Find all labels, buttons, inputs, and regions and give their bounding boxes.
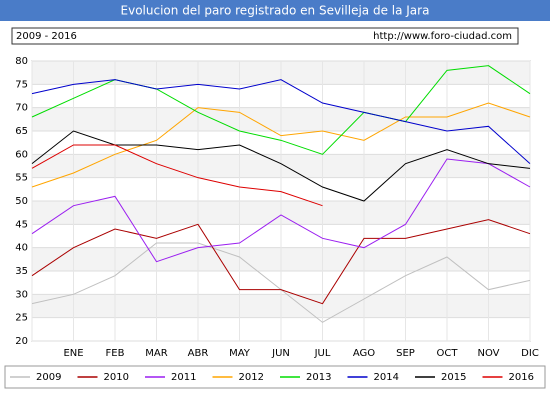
x-tick-label: JUN — [271, 348, 290, 359]
legend-box — [4, 365, 546, 389]
x-tick-label: AGO — [353, 348, 375, 359]
series-line — [31, 158, 531, 263]
source: http://www.foro-ciudad.com — [373, 31, 512, 42]
y-tick-label: 55 — [15, 173, 28, 184]
legend-label: 2014 — [374, 372, 399, 383]
x-tick-label: ENE — [63, 348, 83, 359]
series-line — [31, 102, 531, 188]
y-tick-label: 65 — [15, 126, 28, 137]
legend-label: 2010 — [104, 372, 129, 383]
x-tick-label: DIC — [521, 348, 539, 359]
x-tick-label: SEP — [396, 348, 415, 359]
subtitle: 2009 - 2016 — [16, 31, 77, 42]
series-line — [31, 79, 531, 165]
chart-title: Evolucion del paro registrado en Seville… — [121, 4, 430, 18]
y-tick-label: 50 — [15, 196, 28, 207]
y-tick-label: 45 — [15, 219, 28, 230]
subtitle-box — [11, 27, 519, 45]
y-tick-label: 60 — [15, 149, 28, 160]
series-line — [31, 219, 531, 305]
x-tick-label: MAY — [229, 348, 251, 359]
y-tick-label: 70 — [15, 103, 28, 114]
title-bar — [0, 0, 550, 21]
legend-label: 2016 — [509, 372, 534, 383]
legend-label: 2015 — [441, 372, 466, 383]
x-tick-label: OCT — [437, 348, 459, 359]
x-tick-label: FEB — [106, 348, 125, 359]
y-tick-label: 35 — [15, 266, 28, 277]
x-tick-label: JUL — [314, 348, 331, 359]
y-tick-label: 20 — [15, 336, 28, 347]
y-tick-label: 40 — [15, 243, 28, 254]
y-tick-label: 80 — [15, 56, 28, 67]
legend-label: 2013 — [306, 372, 331, 383]
legend-label: 2012 — [239, 372, 264, 383]
x-tick-label: ABR — [188, 348, 209, 359]
legend-label: 2011 — [171, 372, 196, 383]
x-tick-label: MAR — [145, 348, 167, 359]
legend-label: 2009 — [36, 372, 61, 383]
y-tick-label: 25 — [15, 313, 28, 324]
y-tick-label: 30 — [15, 289, 28, 300]
y-tick-label: 75 — [15, 79, 28, 90]
series-line — [31, 144, 323, 207]
x-tick-label: NOV — [477, 348, 499, 359]
